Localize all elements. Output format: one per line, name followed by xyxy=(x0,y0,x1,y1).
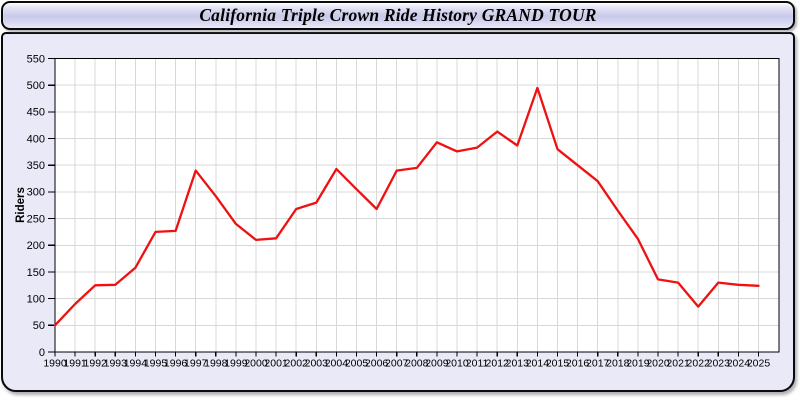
svg-text:1994: 1994 xyxy=(124,358,148,370)
svg-text:2008: 2008 xyxy=(405,358,429,370)
svg-text:2013: 2013 xyxy=(506,358,530,370)
svg-text:350: 350 xyxy=(27,160,45,172)
svg-text:1999: 1999 xyxy=(224,358,248,370)
title-bar: California Triple Crown Ride History GRA… xyxy=(1,1,795,30)
svg-text:150: 150 xyxy=(27,267,45,279)
svg-text:2025: 2025 xyxy=(747,358,771,370)
svg-text:2005: 2005 xyxy=(345,358,369,370)
svg-text:300: 300 xyxy=(27,187,45,199)
svg-text:2021: 2021 xyxy=(666,358,690,370)
svg-text:2007: 2007 xyxy=(385,358,409,370)
svg-text:2009: 2009 xyxy=(425,358,449,370)
svg-text:0: 0 xyxy=(39,347,45,359)
svg-text:2020: 2020 xyxy=(646,358,670,370)
svg-text:250: 250 xyxy=(27,213,45,225)
svg-text:2000: 2000 xyxy=(244,358,268,370)
svg-text:2002: 2002 xyxy=(285,358,309,370)
svg-text:200: 200 xyxy=(27,240,45,252)
svg-text:2024: 2024 xyxy=(727,358,751,370)
svg-text:2017: 2017 xyxy=(586,358,610,370)
svg-text:2006: 2006 xyxy=(365,358,389,370)
svg-text:2001: 2001 xyxy=(264,358,288,370)
svg-text:1998: 1998 xyxy=(204,358,228,370)
svg-text:1991: 1991 xyxy=(63,358,87,370)
svg-text:2018: 2018 xyxy=(606,358,630,370)
svg-text:2011: 2011 xyxy=(466,358,489,370)
gridlines xyxy=(55,58,779,352)
svg-text:2003: 2003 xyxy=(305,358,329,370)
svg-text:2004: 2004 xyxy=(325,358,349,370)
svg-text:2015: 2015 xyxy=(546,358,570,370)
svg-text:2010: 2010 xyxy=(445,358,469,370)
svg-text:500: 500 xyxy=(27,80,45,92)
svg-text:1995: 1995 xyxy=(144,358,168,370)
svg-text:2022: 2022 xyxy=(687,358,711,370)
svg-text:2012: 2012 xyxy=(486,358,510,370)
svg-text:1992: 1992 xyxy=(84,358,108,370)
page-title: California Triple Crown Ride History GRA… xyxy=(199,5,597,25)
svg-text:2019: 2019 xyxy=(626,358,650,370)
x-axis-ticks: 1990199119921993199419951996199719981999… xyxy=(43,352,770,370)
svg-text:2014: 2014 xyxy=(526,358,550,370)
y-axis-ticks: 0 50 100 150 200 250 300 350 400 450 500 550 xyxy=(27,53,55,359)
svg-text:100: 100 xyxy=(27,293,45,305)
svg-text:2016: 2016 xyxy=(566,358,590,370)
svg-text:1996: 1996 xyxy=(164,358,188,370)
svg-text:2023: 2023 xyxy=(707,358,731,370)
svg-text:1997: 1997 xyxy=(184,358,208,370)
svg-text:50: 50 xyxy=(33,320,45,332)
svg-text:400: 400 xyxy=(27,133,45,145)
y-axis-label: Riders xyxy=(15,187,27,223)
riders-series-line xyxy=(53,86,760,327)
svg-text:550: 550 xyxy=(27,53,45,65)
svg-text:450: 450 xyxy=(27,107,45,119)
svg-text:1990: 1990 xyxy=(43,358,67,370)
svg-text:1993: 1993 xyxy=(104,358,128,370)
